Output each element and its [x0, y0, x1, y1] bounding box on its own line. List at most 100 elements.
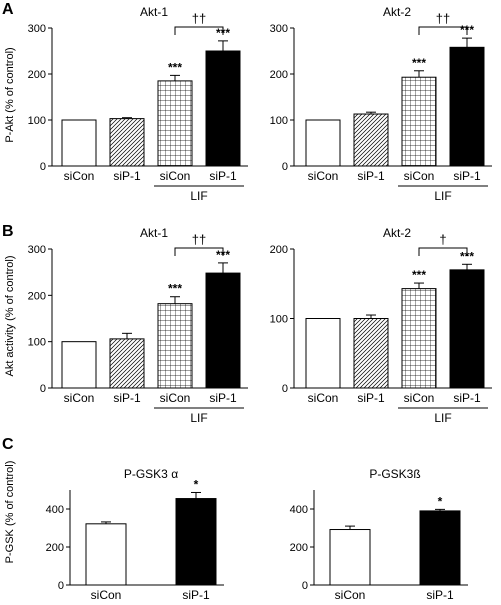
bar	[305, 318, 341, 389]
bar	[61, 119, 97, 167]
bar	[61, 341, 97, 389]
chart-title: Akt-2	[383, 5, 411, 19]
bar	[85, 523, 127, 586]
category-label: siCon	[308, 391, 339, 405]
y-tick-label: 100	[270, 314, 288, 326]
y-tick-label: 300	[28, 23, 46, 35]
y-tick-label: 100	[270, 115, 288, 127]
chart-b-2: Akt-2 0 100 200 siCon siP-1 *** siCon *** siP-1 † L…	[270, 226, 492, 425]
y-tick-label: 300	[28, 244, 46, 256]
chart-title: P-GSK3ß	[369, 467, 420, 481]
significance-label: ***	[168, 282, 182, 296]
category-label: siP-1	[209, 391, 237, 405]
bar	[419, 510, 461, 586]
chart-title: Akt-1	[140, 5, 168, 19]
category-label: siCon	[91, 588, 122, 600]
bar	[353, 113, 389, 167]
category-label: siP-1	[453, 169, 481, 183]
y-tick-label: 0	[282, 161, 288, 173]
chart-c-1: P-GSK3 α 0 200 400 siCon * siP-1	[46, 467, 224, 602]
category-label: siCon	[404, 169, 435, 183]
y-tick-label: 0	[302, 580, 308, 592]
category-label: siCon	[160, 391, 191, 405]
y-tick-label: 100	[28, 115, 46, 127]
bracket-label: †	[439, 232, 446, 247]
chart-c-2: P-GSK3ß 0 200 400 siCon * siP-1	[290, 467, 468, 602]
y-axis-label-a: P-Akt (% of control)	[4, 47, 16, 142]
bracket-label: ††	[192, 232, 206, 247]
y-tick-label: 0	[58, 580, 64, 592]
y-tick-label: 200	[270, 69, 288, 81]
y-tick-label: 400	[46, 504, 64, 516]
significance-label: ***	[412, 268, 426, 282]
category-label: siP-1	[182, 588, 210, 600]
y-tick-label: 0	[40, 383, 46, 395]
category-label: siCon	[308, 169, 339, 183]
bar	[305, 119, 341, 167]
significance-label: ***	[460, 249, 474, 263]
y-axis-label-c: P-GSK (% of control)	[4, 461, 16, 564]
panel-letter-a: A	[2, 1, 14, 18]
y-tick-label: 200	[28, 290, 46, 302]
category-label: siCon	[335, 588, 366, 600]
bar	[401, 288, 437, 389]
chart-title: P-GSK3 α	[124, 467, 178, 481]
bracket-label: ††	[436, 11, 450, 26]
bar	[157, 80, 193, 167]
category-label: siP-1	[426, 588, 454, 600]
bar	[109, 118, 145, 167]
significance-label: ***	[168, 60, 182, 74]
category-label: siP-1	[113, 169, 141, 183]
category-label: siP-1	[357, 169, 385, 183]
significance-label: *	[438, 494, 443, 508]
bar	[157, 303, 193, 389]
y-tick-label: 300	[270, 23, 288, 35]
y-tick-label: 100	[28, 337, 46, 349]
category-label: siP-1	[113, 391, 141, 405]
bracket-label: ††	[192, 11, 206, 26]
y-tick-label: 400	[290, 504, 308, 516]
comparison-bracket	[418, 247, 468, 256]
category-label: siCon	[64, 169, 95, 183]
group-label: LIF	[190, 411, 207, 425]
category-label: siCon	[64, 391, 95, 405]
bar	[109, 338, 145, 389]
charts-layer: Akt-1 0 100 200 300 siCon siP-1 *** siCon *** siP-…	[28, 5, 492, 602]
y-tick-label: 0	[282, 383, 288, 395]
panel-letter-c: C	[2, 436, 14, 453]
chart-title: Akt-2	[383, 226, 411, 240]
category-label: siP-1	[453, 391, 481, 405]
bar	[449, 269, 485, 389]
y-tick-label: 200	[28, 69, 46, 81]
bar	[205, 272, 241, 389]
significance-label: ***	[412, 56, 426, 70]
y-tick-label: 0	[40, 161, 46, 173]
comparison-bracket	[174, 26, 224, 35]
bar	[329, 529, 371, 586]
category-label: siP-1	[357, 391, 385, 405]
y-tick-label: 200	[46, 542, 64, 554]
bar	[175, 498, 217, 586]
y-tick-label: 200	[290, 542, 308, 554]
comparison-bracket	[174, 247, 224, 256]
y-tick-label: 200	[270, 244, 288, 256]
significance-label: *	[194, 477, 199, 491]
bar	[401, 76, 437, 167]
category-label: siP-1	[209, 169, 237, 183]
comparison-bracket	[418, 26, 468, 35]
y-axis-label-b: Akt activity (% of control)	[4, 255, 16, 376]
group-label: LIF	[190, 189, 207, 203]
panel-letter-b: B	[2, 223, 14, 240]
bar	[205, 50, 241, 167]
category-label: siCon	[404, 391, 435, 405]
category-label: siCon	[160, 169, 191, 183]
chart-title: Akt-1	[140, 226, 168, 240]
group-label: LIF	[434, 189, 451, 203]
group-label: LIF	[434, 411, 451, 425]
bar	[449, 46, 485, 167]
bar	[353, 318, 389, 389]
